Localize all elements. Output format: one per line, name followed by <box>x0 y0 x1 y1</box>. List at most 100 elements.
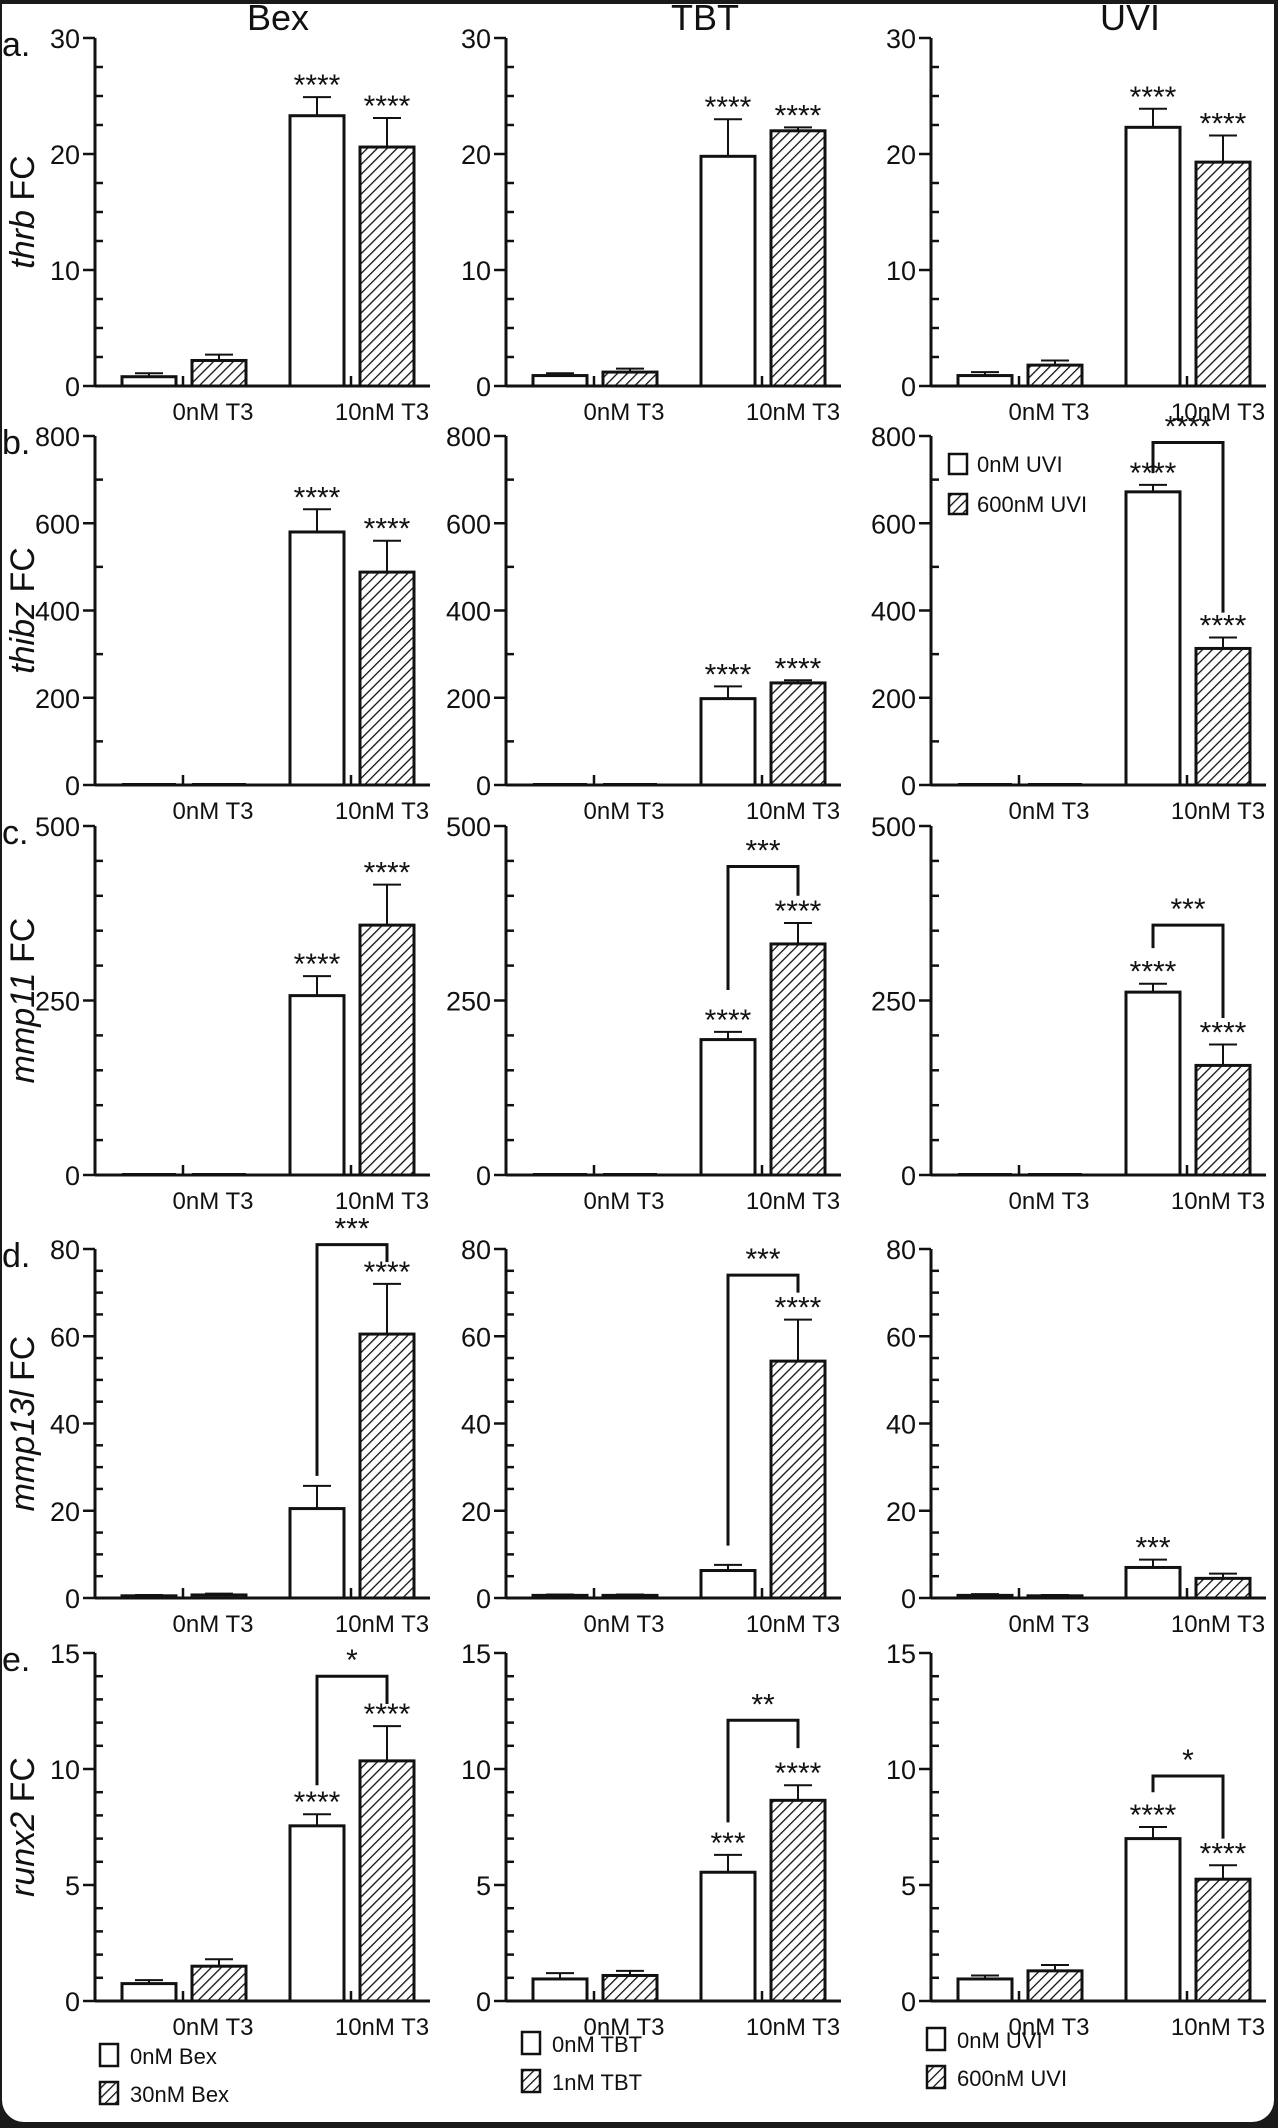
x-tick-label: 0nM T3 <box>173 1611 254 1638</box>
bar-control <box>1124 1837 1182 2003</box>
panel-b-tbt: 0 200 400 600 800 0nM T3 10nM T3 **** **** <box>446 422 841 825</box>
significance-label: **** <box>775 895 822 928</box>
legend-swatch <box>925 2064 947 2090</box>
x-tick-label: 10nM T3 <box>1171 399 1265 426</box>
x-tick-label: 0nM T3 <box>584 399 665 426</box>
significance-label: **** <box>364 857 411 890</box>
x-tick-label: 10nM T3 <box>746 1611 840 1638</box>
y-tick-label: 500 <box>871 812 916 842</box>
significance-label: **** <box>294 1786 341 1819</box>
panel-c-bex: c. mmp11 FC 0 250 500 0nM T3 10nM T3 **** **** <box>2 812 430 1215</box>
x-tick-label: 0nM T3 <box>173 399 254 426</box>
significance-label: **** <box>1130 956 1177 989</box>
x-tick-label: 10nM T3 <box>746 399 840 426</box>
y-tick-label: 500 <box>35 812 80 842</box>
y-tick-label: 0 <box>476 372 491 402</box>
column-title-tbt: TBT <box>671 4 739 38</box>
y-tick-label: 30 <box>461 24 491 54</box>
comparison-significance-label: *** <box>334 1213 369 1246</box>
legend-label: 0nM Bex <box>130 2044 217 2069</box>
x-tick-label: 10nM T3 <box>746 1188 840 1215</box>
comparison-bracket <box>315 1243 389 1476</box>
bar-control <box>288 1507 346 1600</box>
x-tick-label: 10nM T3 <box>335 1611 429 1638</box>
comparison-bracket <box>726 1718 800 1823</box>
panel-a-tbt: 0 10 20 30 0nM T3 10nM T3 **** **** <box>461 24 841 426</box>
significance-label: **** <box>364 513 411 546</box>
comparison-significance-label: *** <box>1170 893 1205 926</box>
bar-control <box>699 1569 757 1600</box>
y-tick-label: 5 <box>476 1871 491 1901</box>
bar-control <box>699 697 757 787</box>
bar-treatment <box>1026 363 1084 388</box>
comparison-significance-label: **** <box>1165 411 1212 444</box>
y-tick-label: 0 <box>65 1161 80 1191</box>
x-tick-label: 0nM T3 <box>584 1611 665 1638</box>
bar-treatment <box>769 681 827 787</box>
x-tick-label: 0nM T3 <box>1009 1188 1090 1215</box>
x-tick-label: 10nM T3 <box>335 1188 429 1215</box>
significance-label: **** <box>775 1757 822 1790</box>
y-tick-label: 0 <box>476 1161 491 1191</box>
y-tick-label: 20 <box>886 140 916 170</box>
bar-treatment <box>358 570 416 787</box>
y-tick-label: 200 <box>446 684 491 714</box>
bar-control <box>531 1977 589 2003</box>
bar-control <box>1124 490 1182 787</box>
bar-treatment <box>1026 1594 1084 1600</box>
x-tick-label: 0nM T3 <box>1009 1611 1090 1638</box>
comparison-significance-label: ** <box>751 1688 775 1721</box>
legend-label: 0nM UVI <box>957 2028 1043 2053</box>
bar-treatment <box>358 1759 416 2003</box>
legend-swatch <box>947 492 969 516</box>
y-tick-label: 400 <box>871 597 916 627</box>
y-tick-label: 80 <box>50 1235 80 1265</box>
y-tick-label: 200 <box>35 684 80 714</box>
y-tick-label: 60 <box>461 1322 491 1352</box>
bar-treatment <box>769 1359 827 1600</box>
legend-swatch <box>520 2030 542 2056</box>
significance-label: **** <box>775 99 822 132</box>
x-tick-label: 0nM T3 <box>173 1188 254 1215</box>
y-tick-label: 0 <box>65 1584 80 1614</box>
panel-letter: e. <box>2 1641 30 1679</box>
bar-treatment <box>1026 1969 1084 2003</box>
y-tick-label: 0 <box>901 1987 916 2017</box>
y-tick-label: 60 <box>50 1322 80 1352</box>
figure-page: Bex TBT UVI a. thrb FC 0 10 20 30 0nM T3 10nM T3 *… <box>2 4 1274 2122</box>
bar-control <box>120 1982 178 2003</box>
comparison-significance-label: * <box>346 1644 358 1677</box>
y-tick-label: 10 <box>461 256 491 286</box>
panel-b-bex: b. thibz FC 0 200 400 600 800 0nM T3 10nM T3 ****… <box>2 422 430 825</box>
y-tick-label: 10 <box>50 1755 80 1785</box>
bar-treatment <box>601 1973 659 2003</box>
y-tick-label: 400 <box>35 597 80 627</box>
column-title-bex: Bex <box>247 4 309 38</box>
y-tick-label: 0 <box>476 1584 491 1614</box>
bar-treatment <box>769 942 827 1177</box>
significance-label: *** <box>710 1827 745 1860</box>
bar-control <box>1124 1565 1182 1600</box>
bar-control <box>288 530 346 787</box>
x-tick-label: 0nM T3 <box>584 798 665 825</box>
bar-treatment <box>358 1332 416 1600</box>
panel-letter: a. <box>2 26 30 64</box>
legend-label: 30nM Bex <box>130 2082 229 2107</box>
y-tick-label: 0 <box>901 771 916 801</box>
y-tick-label: 15 <box>50 1639 80 1669</box>
bar-treatment <box>190 1593 248 1600</box>
y-tick-label: 30 <box>886 24 916 54</box>
bar-treatment <box>769 129 827 388</box>
comparison-significance-label: *** <box>745 834 780 867</box>
y-axis-label: mmp13l FC <box>4 1336 42 1512</box>
bar-treatment <box>1194 646 1252 787</box>
bar-control <box>699 1870 757 2003</box>
significance-label: **** <box>1130 81 1177 114</box>
significance-label: **** <box>705 91 752 124</box>
y-tick-label: 40 <box>461 1410 491 1440</box>
